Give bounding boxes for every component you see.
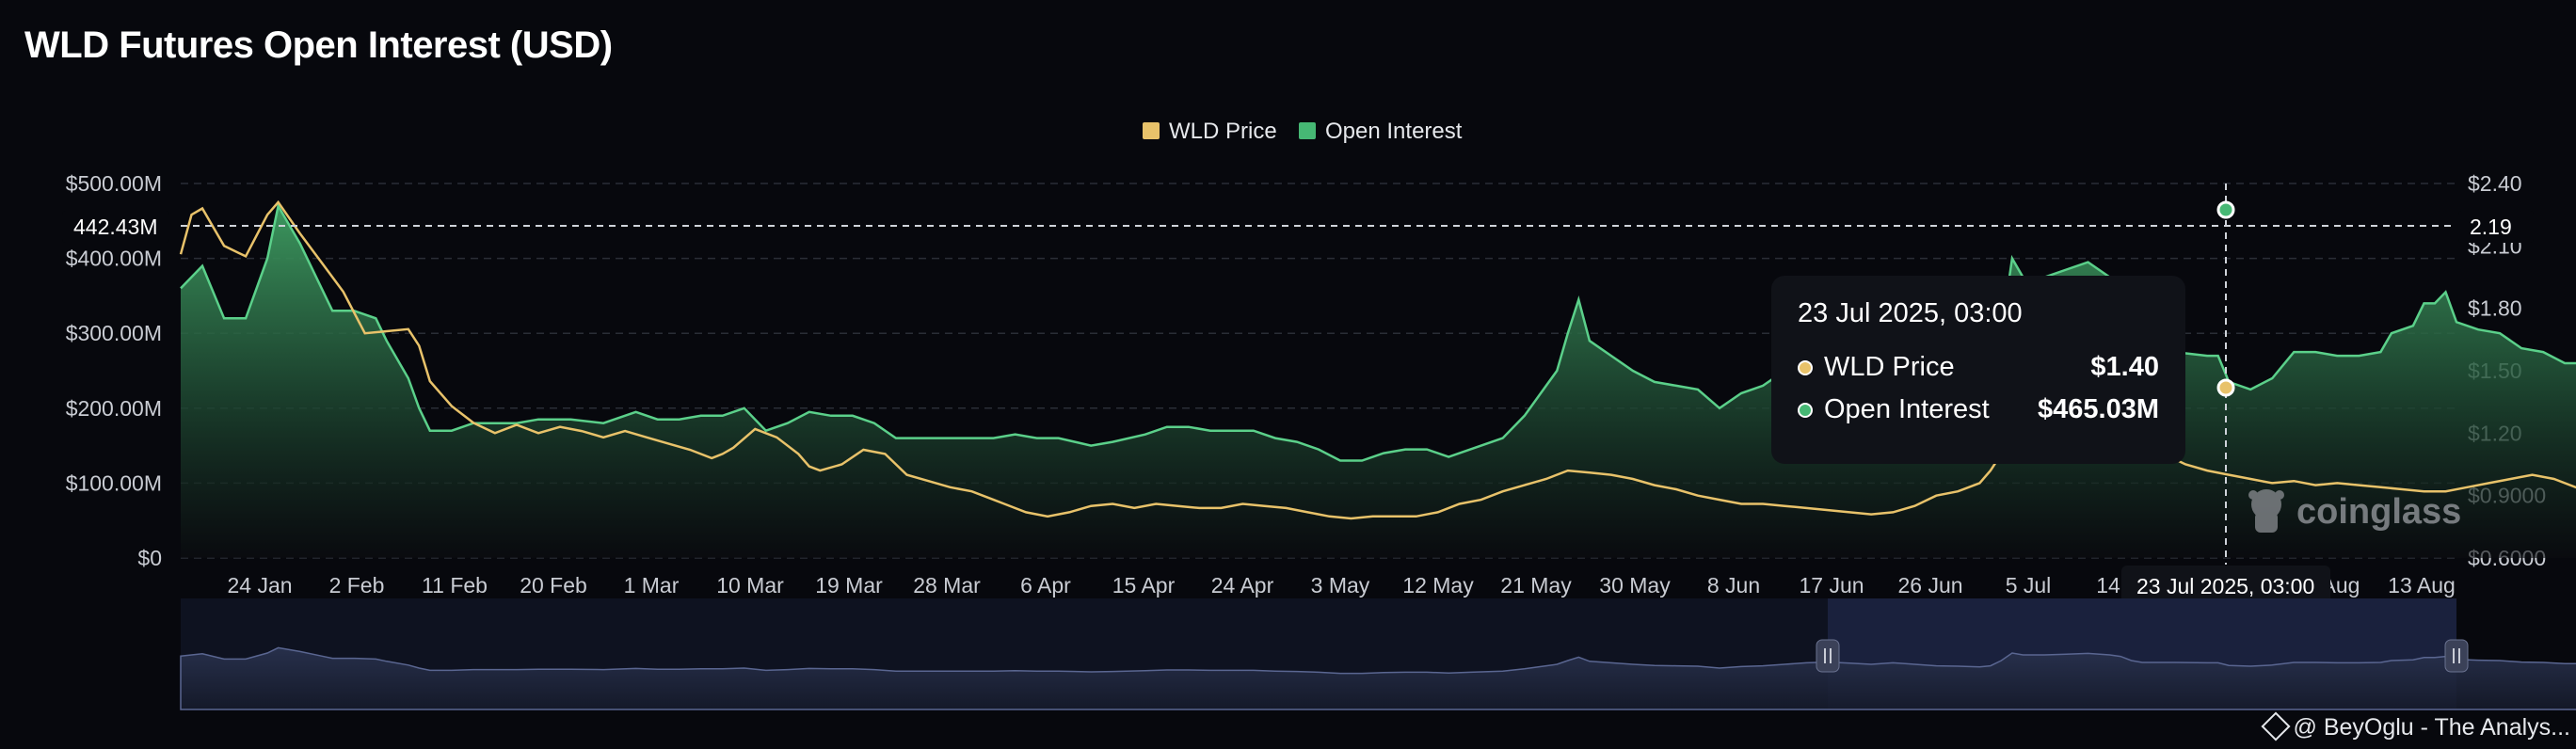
x-tick-label: 14	[2096, 573, 2120, 598]
wld-price-line	[179, 199, 2576, 520]
y-left-tick-label: $0	[137, 546, 162, 570]
navigator-right-handle[interactable]	[2444, 639, 2469, 673]
attribution-text: @ BeyOglu - The Analys...	[2293, 714, 2571, 741]
crosshair-right-readout: 2.19	[2470, 215, 2512, 239]
x-tick-label: 5 Jul	[2006, 573, 2052, 598]
legend-swatch-wld-price	[1143, 122, 1160, 139]
y-left-tick-label: $100.00M	[66, 470, 162, 495]
coinglass-watermark: coinglass	[2248, 489, 2461, 533]
crosshair: 442.43M 2.19 23 Jul 2025, 03:00	[62, 183, 2534, 607]
crosshair-point-open-interest	[2216, 200, 2235, 219]
tooltip-dot-wld-price	[1798, 359, 1813, 375]
x-tick-label: 12 May	[1402, 573, 1474, 598]
crosshair-x-readout-box	[2121, 566, 2330, 607]
y-left-tick-label: $500.00M	[66, 171, 162, 196]
navigator-mini-area	[180, 646, 2576, 710]
crosshair-left-readout-box	[62, 211, 169, 243]
legend: WLD Price Open Interest	[1143, 119, 1463, 144]
x-tick-label: 28 Mar	[913, 573, 981, 598]
x-tick-label: 13 Aug	[2388, 573, 2456, 598]
range-navigator[interactable]	[180, 598, 2576, 710]
tradingview-diamond-icon	[2260, 711, 2291, 741]
x-tick-label: 19 Mar	[815, 573, 883, 598]
coinglass-watermark-text: coinglass	[2296, 492, 2461, 532]
x-tick-label: 20 Feb	[520, 573, 587, 598]
y-left-tick-label: $200.00M	[66, 396, 162, 421]
tooltip-dot-open-interest	[1798, 402, 1813, 418]
y-right-tick-label: $2.40	[2468, 171, 2522, 196]
page-title: WLD Futures Open Interest (USD)	[24, 24, 613, 66]
x-tick-label: 10 Mar	[716, 573, 784, 598]
x-tick-label: 30 May	[1599, 573, 1671, 598]
y-left-tick-label: $300.00M	[66, 321, 162, 345]
attribution: @ BeyOglu - The Analys...	[2260, 711, 2571, 741]
navigator-left-handle[interactable]	[1816, 639, 1840, 673]
x-axis: 24 Jan 2 Feb 11 Feb 20 Feb 1 Mar 10 Mar 19 Mar…	[227, 573, 2455, 598]
x-tick-label: 11 Feb	[422, 573, 488, 598]
legend-label-wld-price: WLD Price	[1169, 119, 1277, 144]
chart-tooltip: 23 Jul 2025, 03:00 WLD Price $1.40 Open …	[1771, 276, 2185, 464]
x-tick-label: 3 May	[1311, 573, 1370, 598]
y-axis-left: $500.00M $400.00M $300.00M $200.00M $100.00M…	[66, 171, 162, 570]
x-tick-label: 8 Jun	[1707, 573, 1760, 598]
crosshair-left-readout: 442.43M	[73, 215, 158, 239]
x-tick-label: 17 Jun	[1799, 573, 1864, 598]
tooltip-value-wld-price: $1.40	[2090, 352, 2159, 382]
tooltip-value-open-interest: $465.03M	[2038, 394, 2159, 424]
x-tick-label: 15 Apr	[1112, 573, 1176, 598]
x-tick-label: 24 Jan	[227, 573, 292, 598]
coinglass-logo-icon	[2248, 489, 2284, 533]
tooltip-row-wld-price: WLD Price $1.40	[1798, 352, 2159, 383]
tooltip-name-wld-price: WLD Price	[1824, 352, 1955, 382]
tooltip-name-open-interest: Open Interest	[1824, 394, 1990, 424]
legend-label-open-interest: Open Interest	[1325, 119, 1463, 144]
tooltip-time: 23 Jul 2025, 03:00	[1798, 298, 2023, 328]
legend-item-wld-price[interactable]: WLD Price	[1143, 119, 1277, 144]
x-tick-label: 26 Jun	[1897, 573, 1962, 598]
x-tick-label: 6 Apr	[1020, 573, 1071, 598]
y-right-tick-label: $1.80	[2468, 296, 2522, 321]
crosshair-right-readout-box	[2458, 211, 2534, 243]
crosshair-point-wld-price	[2216, 378, 2235, 397]
x-tick-label: 24 Apr	[1211, 573, 1274, 598]
crosshair-x-readout: 23 Jul 2025, 03:00	[2136, 574, 2314, 598]
legend-item-open-interest[interactable]: Open Interest	[1299, 119, 1463, 144]
x-tick-label: 21 May	[1500, 573, 1572, 598]
open-interest-area	[181, 205, 2576, 558]
y-left-tick-label: $400.00M	[66, 247, 162, 271]
x-tick-label: 1 Mar	[624, 573, 680, 598]
x-tick-label: 2 Feb	[329, 573, 385, 598]
legend-swatch-open-interest	[1299, 122, 1316, 139]
tooltip-row-open-interest: Open Interest $465.03M	[1798, 394, 2159, 425]
